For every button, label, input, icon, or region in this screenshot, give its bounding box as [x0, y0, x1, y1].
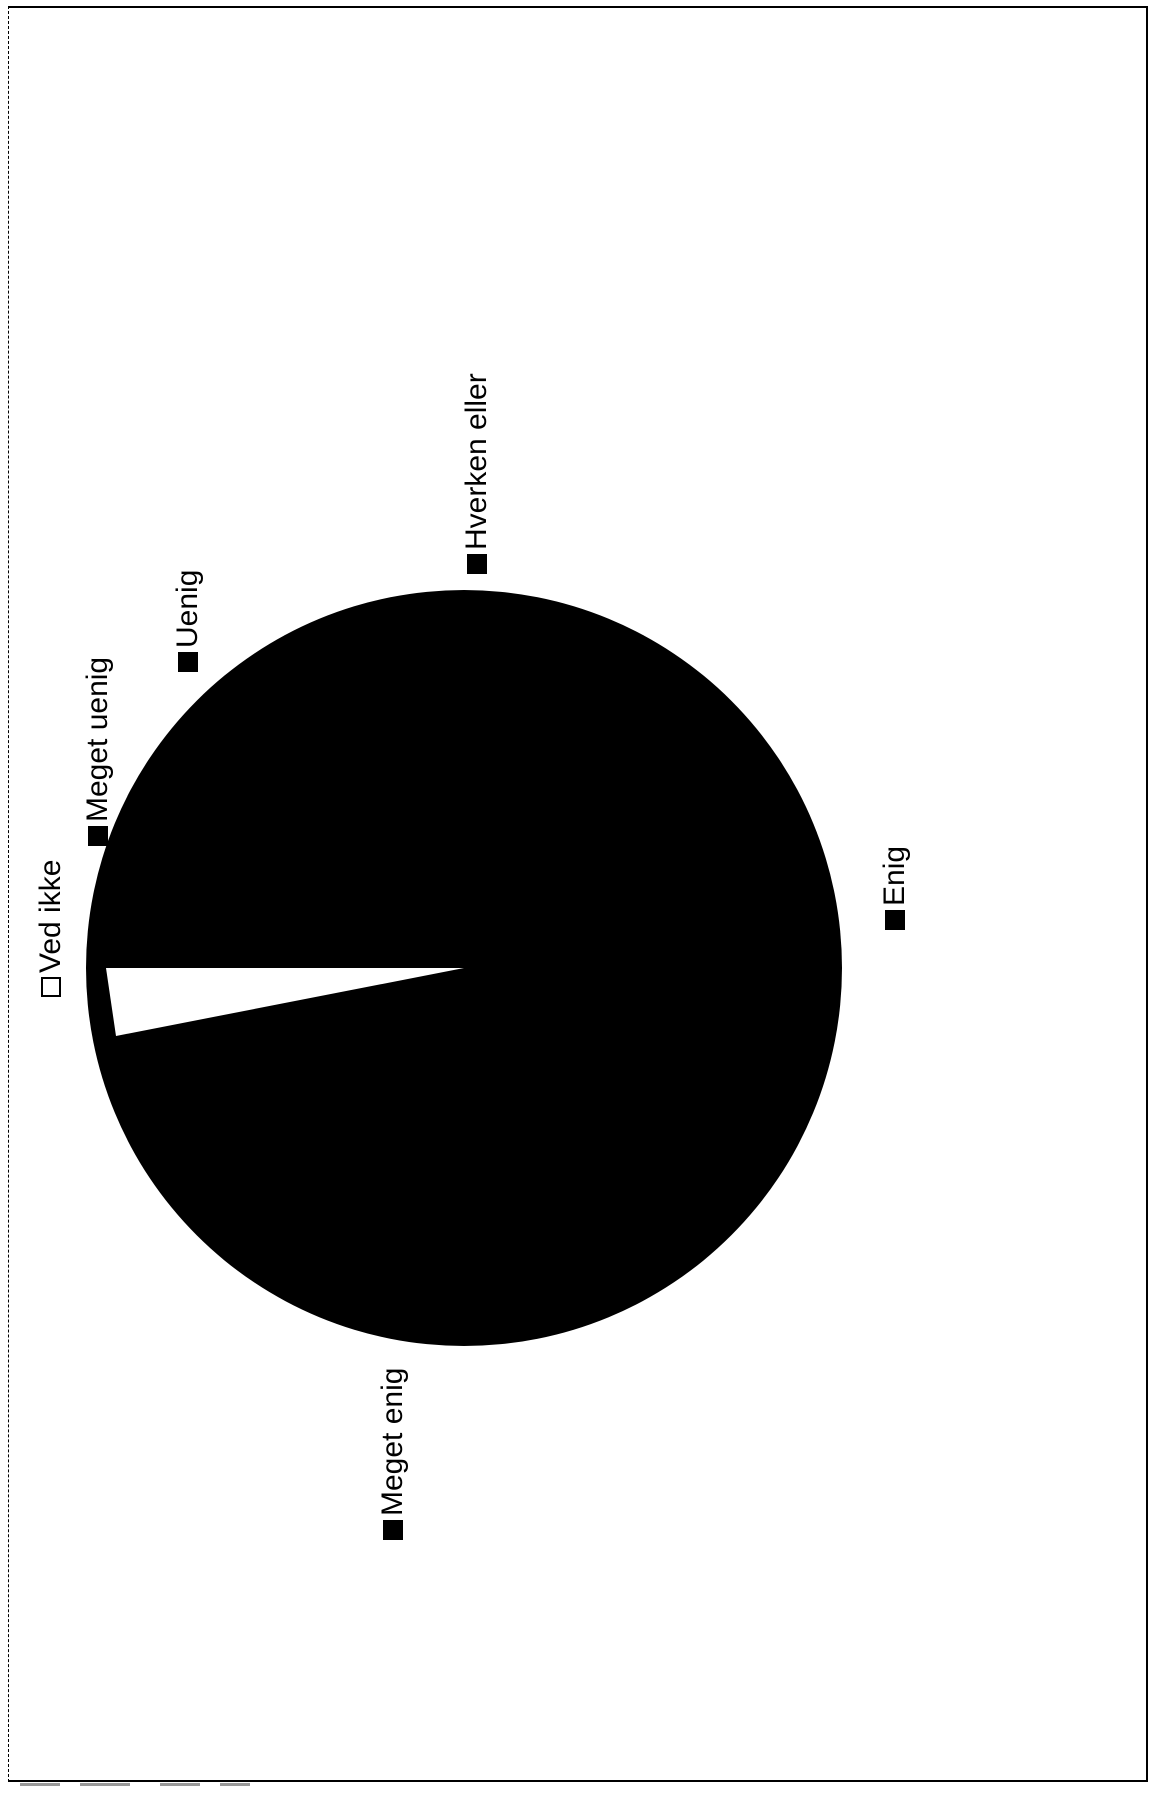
label-meget-uenig: Meget uenig [81, 656, 114, 822]
swatch-ved-ikke [41, 977, 61, 997]
label-ved-ikke: Ved ikke [34, 859, 67, 973]
swatch-meget-uenig [88, 826, 108, 846]
label-enig: Enig [878, 845, 911, 906]
swatch-uenig [178, 652, 198, 672]
legend-hverken-eller: Hverken eller [460, 373, 493, 574]
legend-enig: Enig [878, 845, 911, 930]
label-meget-enig: Meget enig [376, 1367, 409, 1516]
legend-meget-uenig: Meget uenig [81, 656, 114, 846]
swatch-enig [885, 910, 905, 930]
label-hverken-eller: Hverken eller [460, 373, 493, 550]
legend-ved-ikke: Ved ikke [34, 859, 67, 997]
pie-slice-ved-ikke [106, 968, 464, 1036]
legend-meget-enig: Meget enig [376, 1367, 409, 1540]
label-uenig: Uenig [171, 569, 204, 648]
legend-uenig: Uenig [171, 569, 204, 672]
swatch-hverken-eller [467, 554, 487, 574]
bottom-scan-marks [20, 1783, 280, 1787]
swatch-meget-enig [383, 1520, 403, 1540]
